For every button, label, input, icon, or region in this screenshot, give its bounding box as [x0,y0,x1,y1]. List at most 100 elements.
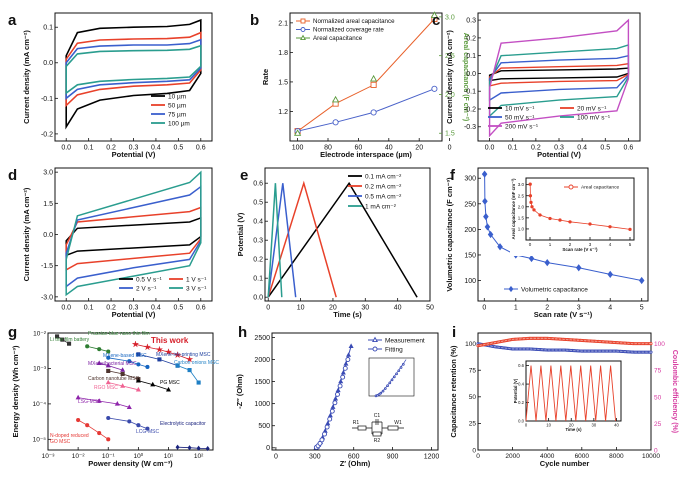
cv-loop [65,38,202,100]
panel-label: e [240,167,248,184]
x-tick-label: 0.0 [485,145,495,152]
data-point [331,95,340,103]
gcd-curve [267,181,418,298]
legend-label: 50 mV s⁻¹ [505,114,535,121]
plot-frame [47,332,214,451]
data-point [55,334,60,339]
data-point [607,270,614,279]
legend-label: 0.1 mA cm⁻² [365,173,402,180]
y-axis-label: Capacitance retention (%) [449,345,458,438]
data-point [126,404,132,410]
cv-loop [488,67,630,82]
x-tick-label: 0.4 [577,145,587,152]
y-tick-label: 0.0 [466,71,476,78]
series-line [177,446,208,449]
y-tick-label: 2500 [254,335,270,342]
y-tick-label: 0.0 [43,232,53,239]
x-tick-label: 40 [394,305,402,312]
panel-label: h [238,324,247,341]
inset-frame [368,357,415,397]
legend-label: Areal capacitance [581,185,619,191]
fitting-point [340,374,346,380]
y-tick-label: 0.4 [518,382,524,387]
x-tick-label: 0 [529,242,532,247]
data-point [143,343,152,351]
y2-tick-label: 0 [654,448,658,455]
y-tick-label: 100 [464,278,476,285]
y-tick-label: 75 [469,368,477,375]
x-tick-label: 0 [266,305,270,312]
circuit-label: R2 [374,438,381,444]
x-tick-label: 0 [274,454,278,461]
data-point [85,423,90,428]
y-tick-label: 0 [472,447,476,454]
annotation-label: LCG-MSC [136,429,159,435]
x-tick-label: 0.5 [173,145,183,152]
x-tick-label: 0.4 [151,305,161,312]
x-tick-label: 60 [355,145,363,152]
x-tick-label: 30 [592,423,597,428]
y-tick-label: 0.1 [43,25,53,32]
data-point [106,349,111,354]
y2-tick-label: 100 [654,341,665,348]
x-tick-label: 0.5 [173,305,183,312]
data-point [127,359,132,364]
data-point [528,254,535,263]
plot-frame [289,12,443,142]
x-tick-label: 20 [329,305,337,312]
inset-data-point [530,205,534,209]
annotation-label: Carbon onions MSC [174,360,219,366]
x-tick-label: 50 [426,305,434,312]
x-axis-label: Power density (W cm⁻³) [88,459,173,468]
legend-label: 75 µm [168,111,186,118]
x-tick-label: 100 [292,145,304,152]
panel-label: c [432,12,440,29]
panel-label: a [8,12,17,29]
y-tick-label: 0.1 [466,53,476,60]
data-point [136,352,141,357]
x-tick-label: 0.6 [196,145,206,152]
y-tick-label: 2.0 [518,204,525,209]
x-tick-label: 0.1 [84,145,94,152]
annotation-label: Carbon nanotube MSC [88,376,140,382]
inset-data-point [532,208,536,212]
y-axis-label: -Z″ (Ohm) [235,374,244,409]
y-tick-label: 10⁻² [33,330,47,337]
y-tick-label: 1.0 [518,227,525,232]
x-tick-label: 1 [549,242,552,247]
data-point [430,11,439,18]
data-point [136,423,141,428]
x-tick-label: 6000 [575,453,590,460]
data-point [145,426,150,431]
series-line [78,397,130,408]
series-line [297,88,435,132]
x-tick-label: 10000 [642,453,660,460]
data-point [196,445,201,451]
data-point [97,347,102,352]
x-tick-label: 1200 [424,454,440,461]
data-point [106,415,111,421]
x-axis-label: Z′ (Ohm) [340,459,371,468]
x-tick-label: 0.2 [106,305,116,312]
legend-label: Areal capacitance [313,35,363,42]
data-point [131,340,140,348]
y-tick-label: -0.2 [41,131,53,138]
x-tick-label: 5 [640,305,644,312]
fitting-point [332,400,338,406]
y-tick-label: 3.0 [43,170,53,177]
data-point [164,348,173,356]
x-tick-label: 40 [385,145,393,152]
cv-loop [65,31,202,108]
legend-label: 0.5 mA cm⁻² [365,193,402,200]
plot-frame [477,167,649,302]
x-tick-label: 0.6 [196,305,206,312]
x-tick-label: 0.1 [508,145,518,152]
measurement-point [340,369,346,375]
y-tick-label: 0.6 [518,363,524,368]
data-point [75,394,81,400]
y-tick-label: 150 [464,252,476,259]
x-tick-label: 10² [194,453,204,460]
